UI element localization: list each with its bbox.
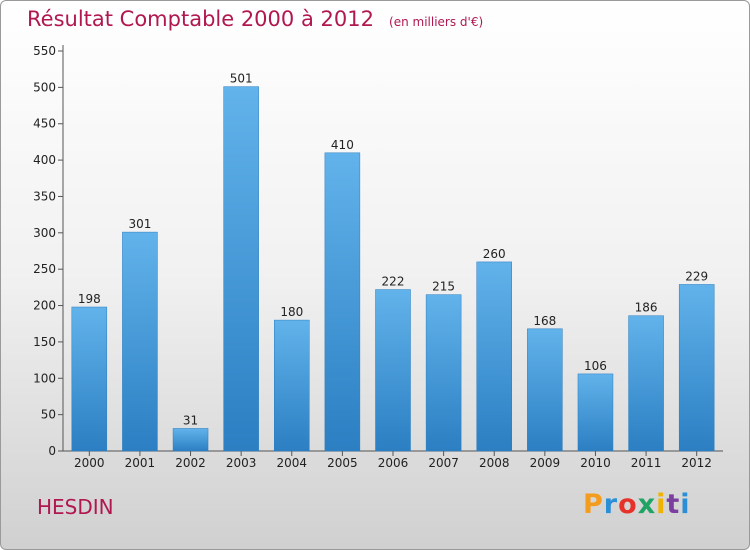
x-tick-label: 2006 <box>378 456 409 470</box>
bar-2006 <box>375 289 411 452</box>
data-label-2010: 106 <box>584 359 607 373</box>
x-tick-label: 2000 <box>74 456 105 470</box>
x-axis: 2000 2001 2002 2003 2004 2005 2006 2007 2008 2009… <box>63 450 723 470</box>
x-tick-label: 2002 <box>175 456 206 470</box>
bar-2009 <box>527 328 563 452</box>
data-label-2007: 215 <box>432 280 455 294</box>
x-tick-label: 2003 <box>226 456 257 470</box>
data-label-2004: 180 <box>280 305 303 319</box>
data-label-2002: 31 <box>183 413 198 427</box>
bar-2007 <box>425 294 462 452</box>
y-tick-label: 300 <box>33 226 56 240</box>
brand-letter: x <box>637 489 657 520</box>
chart-title: Résultat Comptable 2000 à 2012 <box>27 7 374 31</box>
y-tick-label: 550 <box>33 44 56 58</box>
brand-letter: t <box>666 489 681 520</box>
x-tick-label: 2007 <box>428 456 459 470</box>
x-tick-label: 2001 <box>125 456 156 470</box>
x-tick-label: 2010 <box>580 456 611 470</box>
data-label-2006: 222 <box>382 275 405 289</box>
brand-letter: P <box>583 489 604 520</box>
x-tick-label: 2011 <box>631 456 662 470</box>
data-label-2009: 168 <box>533 314 556 328</box>
bar-2002 <box>172 428 209 452</box>
y-tick-label: 200 <box>33 299 56 313</box>
bar-2012 <box>678 284 715 452</box>
y-tick-label: 450 <box>33 117 56 131</box>
bar-2000 <box>71 306 108 452</box>
brand-logo[interactable]: Proxiti <box>583 489 691 520</box>
x-tick-label: 2012 <box>681 456 712 470</box>
title-row: Résultat Comptable 2000 à 2012 (en milli… <box>27 7 483 31</box>
data-labels: 198 301 31 501 180 410 222 215 260 168 106 186 229 <box>78 72 708 428</box>
y-tick-label: 150 <box>33 335 56 349</box>
bar-2004 <box>274 319 310 452</box>
brand-letter: o <box>618 489 638 520</box>
y-tick-label: 50 <box>41 408 56 422</box>
data-label-2008: 260 <box>483 247 506 261</box>
y-tick-label: 250 <box>33 262 56 276</box>
bar-2001 <box>122 231 158 452</box>
y-axis: 0 50 100 150 200 250 300 350 400 450 500 550 <box>33 44 64 458</box>
brand-letter: i <box>656 489 667 520</box>
y-tick-label: 500 <box>33 80 56 94</box>
bar-2003 <box>223 86 259 452</box>
data-label-2012: 229 <box>685 269 708 283</box>
y-tick-label: 400 <box>33 153 56 167</box>
bar-2010 <box>577 373 614 452</box>
x-tick-label: 2009 <box>530 456 561 470</box>
bar-2011 <box>628 315 664 452</box>
bar-2005 <box>324 152 361 452</box>
y-tick-label: 0 <box>48 444 56 458</box>
x-tick-label: 2008 <box>479 456 510 470</box>
data-label-2000: 198 <box>78 292 101 306</box>
x-tick-label: 2005 <box>327 456 358 470</box>
data-label-2005: 410 <box>331 138 354 152</box>
data-label-2003: 501 <box>230 72 253 86</box>
data-label-2011: 186 <box>635 301 658 315</box>
bar-2008 <box>476 261 512 452</box>
brand-letter: r <box>603 489 619 520</box>
data-label-2001: 301 <box>128 217 151 231</box>
y-tick-label: 350 <box>33 189 56 203</box>
bars <box>71 86 715 452</box>
x-tick-label: 2004 <box>276 456 307 470</box>
chart-subtitle: (en milliers d'€) <box>389 15 484 29</box>
brand-letter: i <box>680 489 691 520</box>
town-name: HESDIN <box>37 495 114 519</box>
y-tick-label: 100 <box>33 371 56 385</box>
